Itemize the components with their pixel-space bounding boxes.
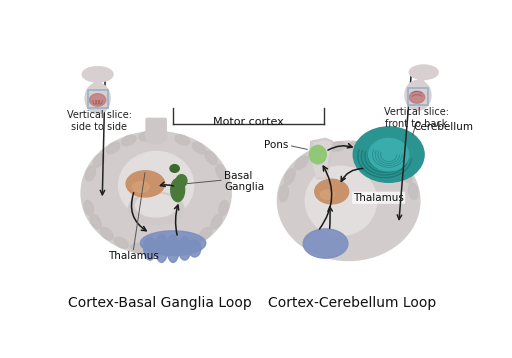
- Ellipse shape: [205, 151, 217, 165]
- Ellipse shape: [409, 91, 424, 103]
- Ellipse shape: [106, 142, 120, 154]
- Ellipse shape: [86, 166, 96, 181]
- Ellipse shape: [409, 183, 418, 200]
- Ellipse shape: [140, 231, 206, 256]
- Ellipse shape: [121, 135, 136, 146]
- Ellipse shape: [310, 147, 326, 158]
- Ellipse shape: [84, 200, 94, 216]
- Ellipse shape: [193, 142, 206, 154]
- Ellipse shape: [171, 179, 185, 202]
- Ellipse shape: [216, 164, 226, 179]
- Ellipse shape: [81, 131, 231, 255]
- Ellipse shape: [405, 81, 431, 110]
- Ellipse shape: [135, 194, 177, 217]
- Text: Pons: Pons: [264, 140, 289, 150]
- Ellipse shape: [167, 243, 182, 253]
- Ellipse shape: [90, 94, 106, 106]
- Ellipse shape: [329, 142, 346, 151]
- Ellipse shape: [132, 182, 149, 192]
- Text: Thalamus: Thalamus: [108, 251, 159, 261]
- Ellipse shape: [279, 185, 288, 202]
- FancyBboxPatch shape: [93, 77, 102, 88]
- Ellipse shape: [114, 237, 129, 248]
- Ellipse shape: [309, 145, 326, 164]
- Ellipse shape: [211, 215, 222, 229]
- Text: Vertical slice:
front to back: Vertical slice: front to back: [384, 107, 449, 129]
- Text: Vertical slice:
side to side: Vertical slice: side to side: [67, 110, 132, 132]
- FancyBboxPatch shape: [145, 118, 167, 135]
- Ellipse shape: [129, 192, 184, 225]
- Text: Cerebellum: Cerebellum: [413, 122, 473, 132]
- Text: Cortex-Cerebellum Loop: Cortex-Cerebellum Loop: [268, 296, 437, 310]
- Ellipse shape: [199, 227, 212, 240]
- Polygon shape: [310, 140, 332, 178]
- Ellipse shape: [139, 132, 154, 141]
- Ellipse shape: [409, 65, 438, 79]
- Ellipse shape: [131, 243, 145, 253]
- Ellipse shape: [349, 142, 366, 151]
- Ellipse shape: [126, 171, 165, 197]
- Ellipse shape: [401, 167, 412, 183]
- Text: Cortex-Basal Ganglia Loop: Cortex-Basal Ganglia Loop: [68, 296, 252, 310]
- Ellipse shape: [188, 240, 201, 257]
- Ellipse shape: [387, 155, 401, 168]
- Ellipse shape: [148, 246, 164, 255]
- Ellipse shape: [167, 235, 179, 262]
- Ellipse shape: [175, 135, 189, 145]
- Ellipse shape: [305, 166, 376, 236]
- FancyBboxPatch shape: [417, 75, 424, 87]
- Ellipse shape: [295, 156, 308, 170]
- Ellipse shape: [219, 200, 228, 216]
- Ellipse shape: [90, 215, 101, 229]
- Ellipse shape: [278, 141, 420, 261]
- Ellipse shape: [170, 165, 179, 172]
- Ellipse shape: [369, 139, 409, 171]
- Ellipse shape: [119, 151, 194, 219]
- Ellipse shape: [320, 190, 334, 199]
- Ellipse shape: [353, 127, 424, 182]
- Text: Basal
Ganglia: Basal Ganglia: [224, 171, 264, 192]
- Text: Thalamus: Thalamus: [353, 193, 404, 203]
- Ellipse shape: [315, 179, 349, 204]
- Ellipse shape: [155, 235, 168, 262]
- Ellipse shape: [184, 237, 198, 248]
- Ellipse shape: [370, 146, 385, 157]
- Ellipse shape: [284, 169, 295, 185]
- Ellipse shape: [100, 227, 113, 240]
- Ellipse shape: [85, 83, 110, 114]
- Ellipse shape: [179, 237, 191, 260]
- Ellipse shape: [145, 127, 167, 144]
- Ellipse shape: [82, 67, 113, 82]
- Ellipse shape: [176, 175, 187, 187]
- Polygon shape: [309, 138, 333, 179]
- Text: Motor cortex: Motor cortex: [213, 117, 284, 127]
- Ellipse shape: [93, 154, 105, 167]
- Ellipse shape: [144, 237, 156, 260]
- Ellipse shape: [303, 229, 348, 258]
